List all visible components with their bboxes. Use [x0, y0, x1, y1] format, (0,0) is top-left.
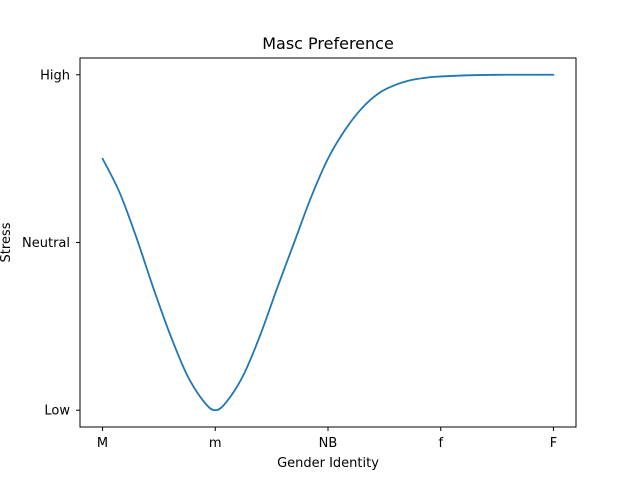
x-tick-label: M — [97, 436, 108, 451]
y-axis: Low Neutral High — [22, 68, 80, 419]
x-tick-label: m — [209, 436, 222, 451]
chart-title: Masc Preference — [262, 34, 394, 53]
y-axis-label: Stress — [0, 222, 14, 262]
x-tick-label: NB — [319, 436, 338, 451]
x-tick-label: F — [550, 436, 557, 451]
x-axis-label: Gender Identity — [277, 456, 379, 471]
x-tick-label: f — [438, 436, 443, 451]
series-line — [101, 73, 555, 412]
y-tick-label: Low — [44, 404, 70, 419]
y-tick-label: Neutral — [22, 236, 70, 251]
y-tick-label: High — [40, 68, 70, 83]
axes-frame — [79, 57, 577, 428]
plot-area — [79, 57, 577, 428]
